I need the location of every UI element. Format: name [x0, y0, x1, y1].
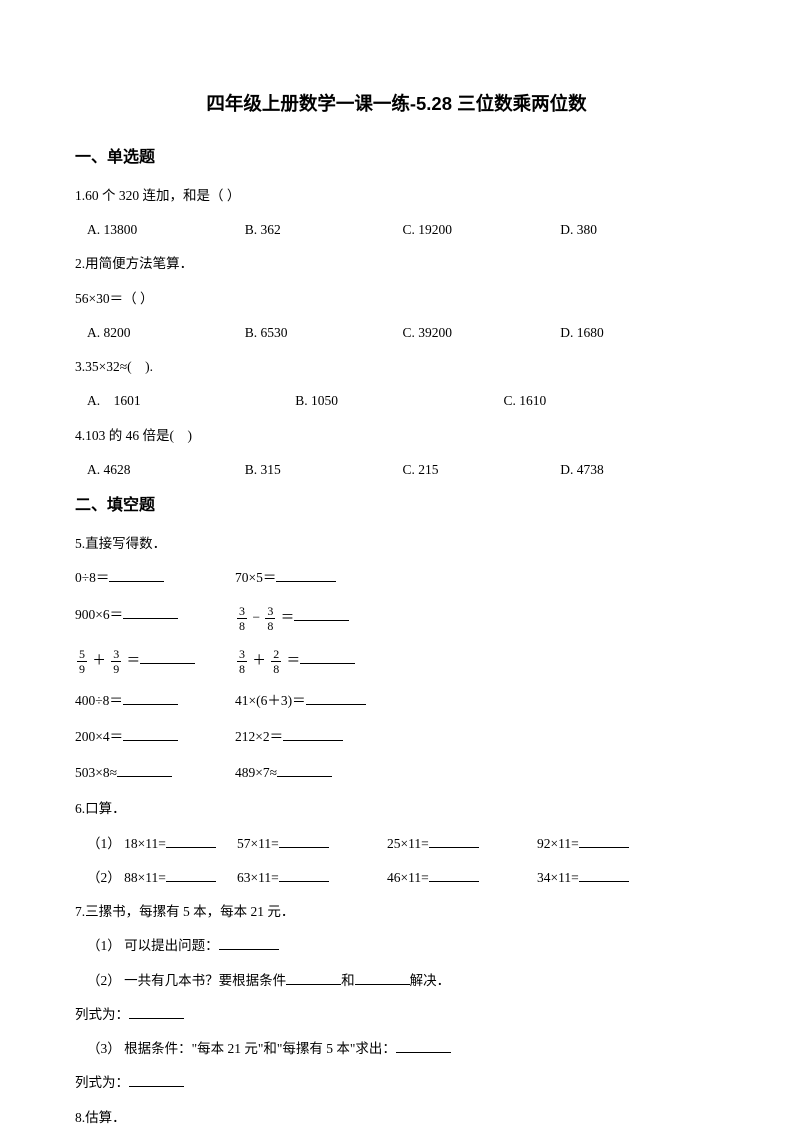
- q6-2-2: 63×11=: [237, 870, 279, 885]
- blank: [396, 1040, 451, 1054]
- blank: [109, 569, 164, 583]
- q3-stem: 3.35×32≈( ).: [75, 357, 718, 377]
- q7-sub2: （2） 一共有几本书？要根据条件和解决．: [75, 971, 718, 991]
- q5-row1: 0÷8＝ 70×5＝: [75, 568, 718, 588]
- section-1-heading: 一、单选题: [75, 146, 718, 170]
- q5-r5a: 200×4＝: [75, 729, 123, 744]
- q4-choice-c: C. 215: [403, 460, 561, 480]
- q4-choices: A. 4628 B. 315 C. 215 D. 4738: [75, 460, 718, 480]
- blank: [579, 868, 629, 882]
- fraction-3-8: 38: [237, 648, 247, 675]
- blank: [123, 605, 178, 619]
- q5-r6a: 503×8≈: [75, 765, 117, 780]
- q5-r2a: 900×6＝: [75, 607, 123, 622]
- q5-r1b: 70×5＝: [235, 570, 276, 585]
- q7-sub3: （3） 根据条件："每本 21 元"和"每摞有 5 本"求出：: [75, 1039, 718, 1059]
- q6-1-1: （1） 18×11=: [87, 836, 166, 851]
- q6-row1: （1） 18×11= 57×11= 25×11= 92×11=: [75, 834, 718, 854]
- blank: [277, 764, 332, 778]
- eq-op: ＝: [127, 652, 141, 667]
- q7-sub1: （1） 可以提出问题：: [75, 936, 718, 956]
- q1-choices: A. 13800 B. 362 C. 19200 D. 380: [75, 220, 718, 240]
- blank: [306, 691, 366, 705]
- blank: [300, 651, 355, 665]
- section-2-heading: 二、填空题: [75, 494, 718, 518]
- q1-stem: 1.60 个 320 连加，和是（ ）: [75, 186, 718, 206]
- q5-r6b: 489×7≈: [235, 765, 277, 780]
- eq-op: ＝: [287, 652, 301, 667]
- blank: [283, 727, 343, 741]
- blank: [279, 868, 329, 882]
- q6-1-3: 25×11=: [387, 836, 429, 851]
- q6-2-3: 46×11=: [387, 870, 429, 885]
- q5-row2: 900×6＝ 38 − 38 ＝: [75, 605, 718, 632]
- q7-formula2: 列式为：: [75, 1073, 718, 1093]
- fraction-3-8: 38: [237, 605, 247, 632]
- q1-choice-b: B. 362: [245, 220, 403, 240]
- q5-row5: 200×4＝ 212×2＝: [75, 727, 718, 747]
- q5-r5b: 212×2＝: [235, 729, 283, 744]
- q6-row2: （2） 88×11= 63×11= 46×11= 34×11=: [75, 868, 718, 888]
- blank: [129, 1074, 184, 1088]
- blank: [276, 569, 336, 583]
- fraction-3-9: 39: [111, 648, 121, 675]
- q5-stem: 5.直接写得数．: [75, 534, 718, 554]
- q3-choice-b: B. 1050: [295, 391, 503, 411]
- fraction-5-9: 59: [77, 648, 87, 675]
- fraction-3-8: 38: [265, 605, 275, 632]
- q6-2-1: （2） 88×11=: [87, 870, 166, 885]
- q7-formula1: 列式为：: [75, 1005, 718, 1025]
- blank: [140, 651, 195, 665]
- blank: [123, 691, 178, 705]
- q4-choice-d: D. 4738: [560, 460, 718, 480]
- q6-1-2: 57×11=: [237, 836, 279, 851]
- q5-r1a: 0÷8＝: [75, 570, 109, 585]
- q5-r4a: 400÷8＝: [75, 693, 123, 708]
- q4-choice-a: A. 4628: [87, 460, 245, 480]
- q2-expr: 56×30＝（ ）: [75, 289, 718, 309]
- blank: [294, 608, 349, 622]
- minus-op: −: [252, 609, 260, 624]
- blank: [286, 971, 341, 985]
- q3-choice-a: A. 1601: [87, 391, 295, 411]
- eq-op: ＝: [281, 609, 295, 624]
- page-title: 四年级上册数学一课一练-5.28 三位数乘两位数: [75, 90, 718, 118]
- q1-choice-a: A. 13800: [87, 220, 245, 240]
- q3-choice-c: C. 1610: [503, 391, 711, 411]
- blank: [166, 868, 216, 882]
- blank: [429, 868, 479, 882]
- q5-row3: 59 ＋ 39 ＝ 38 ＋ 28 ＝: [75, 648, 718, 675]
- q5-row4: 400÷8＝ 41×(6＋3)＝: [75, 691, 718, 711]
- q2-stem: 2.用简便方法笔算．: [75, 254, 718, 274]
- q5-row6: 503×8≈ 489×7≈: [75, 763, 718, 783]
- blank: [117, 764, 172, 778]
- q2-choice-c: C. 39200: [403, 323, 561, 343]
- q2-choice-a: A. 8200: [87, 323, 245, 343]
- q4-choice-b: B. 315: [245, 460, 403, 480]
- q1-choice-c: C. 19200: [403, 220, 561, 240]
- q3-choices: A. 1601 B. 1050 C. 1610: [75, 391, 718, 411]
- blank: [429, 834, 479, 848]
- q1-choice-d: D. 380: [560, 220, 718, 240]
- blank: [129, 1005, 184, 1019]
- blank: [166, 834, 216, 848]
- blank: [279, 834, 329, 848]
- q5-r4b: 41×(6＋3)＝: [235, 693, 306, 708]
- q6-stem: 6.口算．: [75, 799, 718, 819]
- plus-op: ＋: [252, 652, 266, 667]
- q2-choice-d: D. 1680: [560, 323, 718, 343]
- q8-stem: 8.估算．: [75, 1108, 718, 1128]
- blank: [219, 937, 279, 951]
- q6-2-4: 34×11=: [537, 870, 579, 885]
- q2-choices: A. 8200 B. 6530 C. 39200 D. 1680: [75, 323, 718, 343]
- plus-op: ＋: [92, 652, 106, 667]
- blank: [355, 971, 410, 985]
- q7-stem: 7.三摞书，每摞有 5 本，每本 21 元．: [75, 902, 718, 922]
- fraction-2-8: 28: [271, 648, 281, 675]
- q2-choice-b: B. 6530: [245, 323, 403, 343]
- q6-1-4: 92×11=: [537, 836, 579, 851]
- q4-stem: 4.103 的 46 倍是( ): [75, 426, 718, 446]
- blank: [579, 834, 629, 848]
- blank: [123, 727, 178, 741]
